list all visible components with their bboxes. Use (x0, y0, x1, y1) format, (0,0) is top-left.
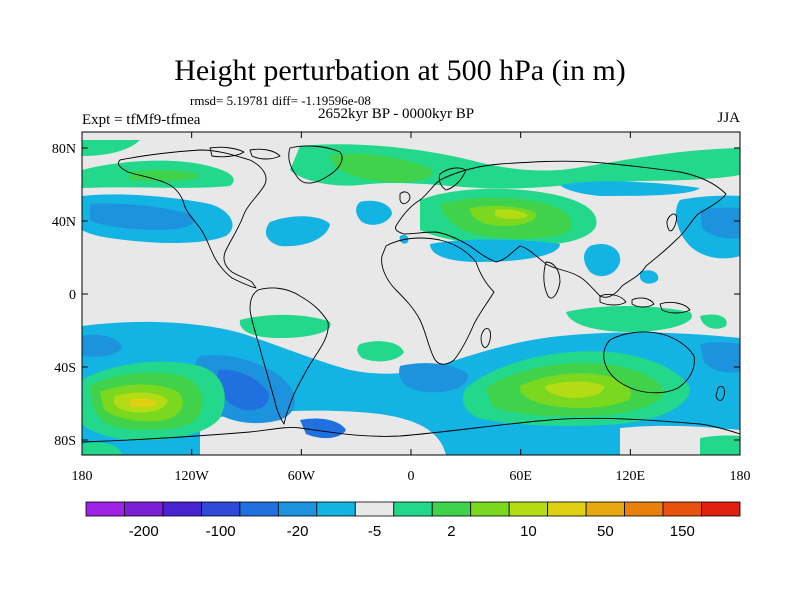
colorbar-label: 2 (447, 523, 455, 540)
period-label: 2652kyr BP - 0000kyr BP (318, 106, 475, 122)
coast-canadian-islands (209, 146, 281, 160)
colorbar-label: 10 (520, 523, 537, 540)
contour-eurasian-high (420, 188, 597, 246)
colorbar-swatch (316, 501, 356, 517)
coast-north-america (117, 149, 267, 289)
x-tick-label: 0 (408, 469, 415, 484)
stats-text: rmsd= 5.19781 diff= -1.19596e-08 (190, 93, 371, 108)
y-tick-label: 80S (54, 434, 76, 449)
x-axis-ticks: 180 120W 60W 0 60E 120E 180 (72, 132, 751, 484)
colorbar-swatch (201, 501, 241, 517)
coast-new-zealand (715, 385, 725, 401)
coastlines (82, 145, 740, 443)
colorbar-label: 150 (670, 523, 695, 540)
coast-antarctica (82, 417, 740, 443)
contour-arctic-band (82, 140, 740, 196)
colorbar-swatch (393, 501, 433, 517)
map-title: Height perturbation at 500 hPa (in m) (174, 54, 626, 87)
x-tick-label: 120W (175, 469, 210, 484)
x-tick-label: 120E (616, 469, 646, 484)
colorbar-swatch (701, 501, 741, 517)
colorbar-label: 50 (597, 523, 614, 540)
colorbar-label: -200 (129, 523, 159, 540)
colorbar-swatch (508, 501, 549, 517)
coast-australia (603, 331, 695, 394)
coast-japan (666, 213, 677, 232)
coast-maritime-se-asia (599, 293, 691, 314)
colorbar-swatch (239, 501, 279, 517)
x-tick-label: 180 (730, 469, 751, 484)
colorbar-label: -20 (287, 523, 309, 540)
x-tick-label: 60E (509, 469, 532, 484)
colorbar-swatch (85, 501, 125, 517)
colorbar-swatch (470, 501, 510, 517)
colorbar-swatch (162, 501, 202, 517)
colorbar-swatch (624, 501, 664, 517)
coast-greenland (288, 145, 343, 184)
y-tick-label: 40N (52, 215, 76, 230)
colorbar-swatch (585, 501, 625, 517)
y-axis-ticks: 80N 40N 0 40S 80S (52, 142, 740, 449)
coast-madagascar (480, 328, 491, 348)
season-label: JJA (717, 110, 740, 126)
colorbar-swatch (662, 501, 702, 517)
colorbar-label: -100 (206, 523, 236, 540)
colorbar-swatch (277, 501, 318, 517)
contour-fields (82, 140, 740, 455)
contour-nh-lows (82, 194, 740, 284)
y-tick-label: 40S (54, 361, 76, 376)
y-tick-label: 80N (52, 142, 76, 157)
coast-south-america (249, 287, 329, 425)
contour-sh-highs (82, 351, 740, 455)
colorbar: -200 -100 -20 -5 2 10 50 150 (85, 501, 741, 540)
colorbar-swatch (547, 501, 587, 517)
coast-scandinavia (438, 167, 467, 191)
contour-tropical-patches (239, 239, 727, 362)
colorbar-swatch (431, 501, 472, 517)
y-tick-label: 0 (69, 288, 76, 303)
x-tick-label: 180 (72, 469, 93, 484)
coast-africa (381, 237, 495, 365)
x-tick-label: 60W (288, 469, 316, 484)
coast-india (543, 261, 561, 299)
experiment-label: Expt = tfMf9-tfmea (82, 112, 201, 128)
colorbar-label: -5 (368, 523, 381, 540)
coast-british-isles (399, 191, 411, 205)
coast-eurasia (395, 160, 727, 298)
colorbar-swatch (124, 501, 164, 517)
colorbar-swatch (354, 501, 395, 517)
